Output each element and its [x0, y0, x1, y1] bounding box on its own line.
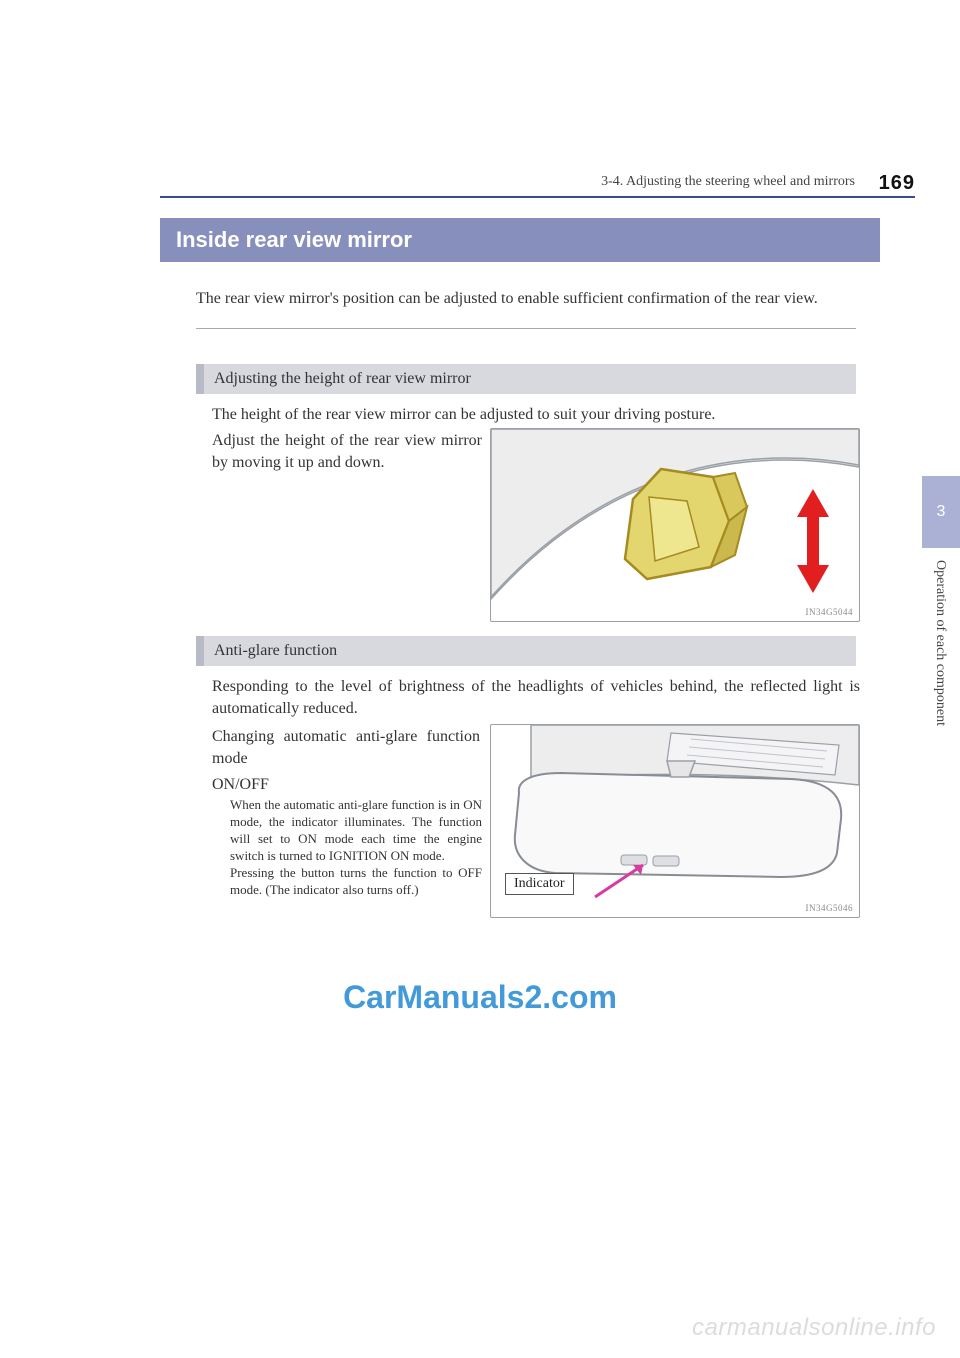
mirror-height-illustration [491, 429, 859, 621]
antiglare-on-off: ON/OFF [212, 774, 480, 796]
antiglare-detail: When the automatic anti-glare function i… [230, 796, 482, 898]
page: 3-4. Adjusting the steering wheel and mi… [0, 0, 960, 1358]
figure-anti-glare: Indicator IN34G5046 [490, 724, 860, 918]
chapter-tab-label: Operation of each component [932, 560, 948, 726]
watermark-carmanuals2: CarManuals2.com [0, 979, 960, 1016]
figure1-id: IN34G5044 [806, 607, 854, 617]
watermark-carmanualsonline: carmanualsonline.info [692, 1314, 936, 1342]
page-header: 3-4. Adjusting the steering wheel and mi… [160, 174, 915, 190]
adjust-text-1: The height of the rear view mirror can b… [212, 404, 856, 426]
intro-text: The rear view mirror's position can be a… [196, 288, 856, 329]
figure-mirror-height: IN34G5044 [490, 428, 860, 622]
subheading-anti-glare: Anti-glare function [196, 636, 856, 666]
section-label: 3-4. Adjusting the steering wheel and mi… [160, 174, 915, 190]
subheading-adjust-height: Adjusting the height of rear view mirror [196, 364, 856, 394]
chapter-tab: 3 [922, 476, 960, 548]
header-divider [160, 196, 915, 198]
adjust-text-2: Adjust the height of the rear view mirro… [212, 430, 482, 474]
figure2-id: IN34G5046 [806, 903, 854, 913]
figure2-callout-indicator: Indicator [505, 873, 574, 895]
antiglare-para2: Changing automatic anti-glare function m… [212, 726, 480, 770]
antiglare-para1: Responding to the level of brightness of… [212, 676, 860, 720]
page-title: Inside rear view mirror [160, 218, 880, 262]
page-number: 169 [879, 172, 915, 195]
